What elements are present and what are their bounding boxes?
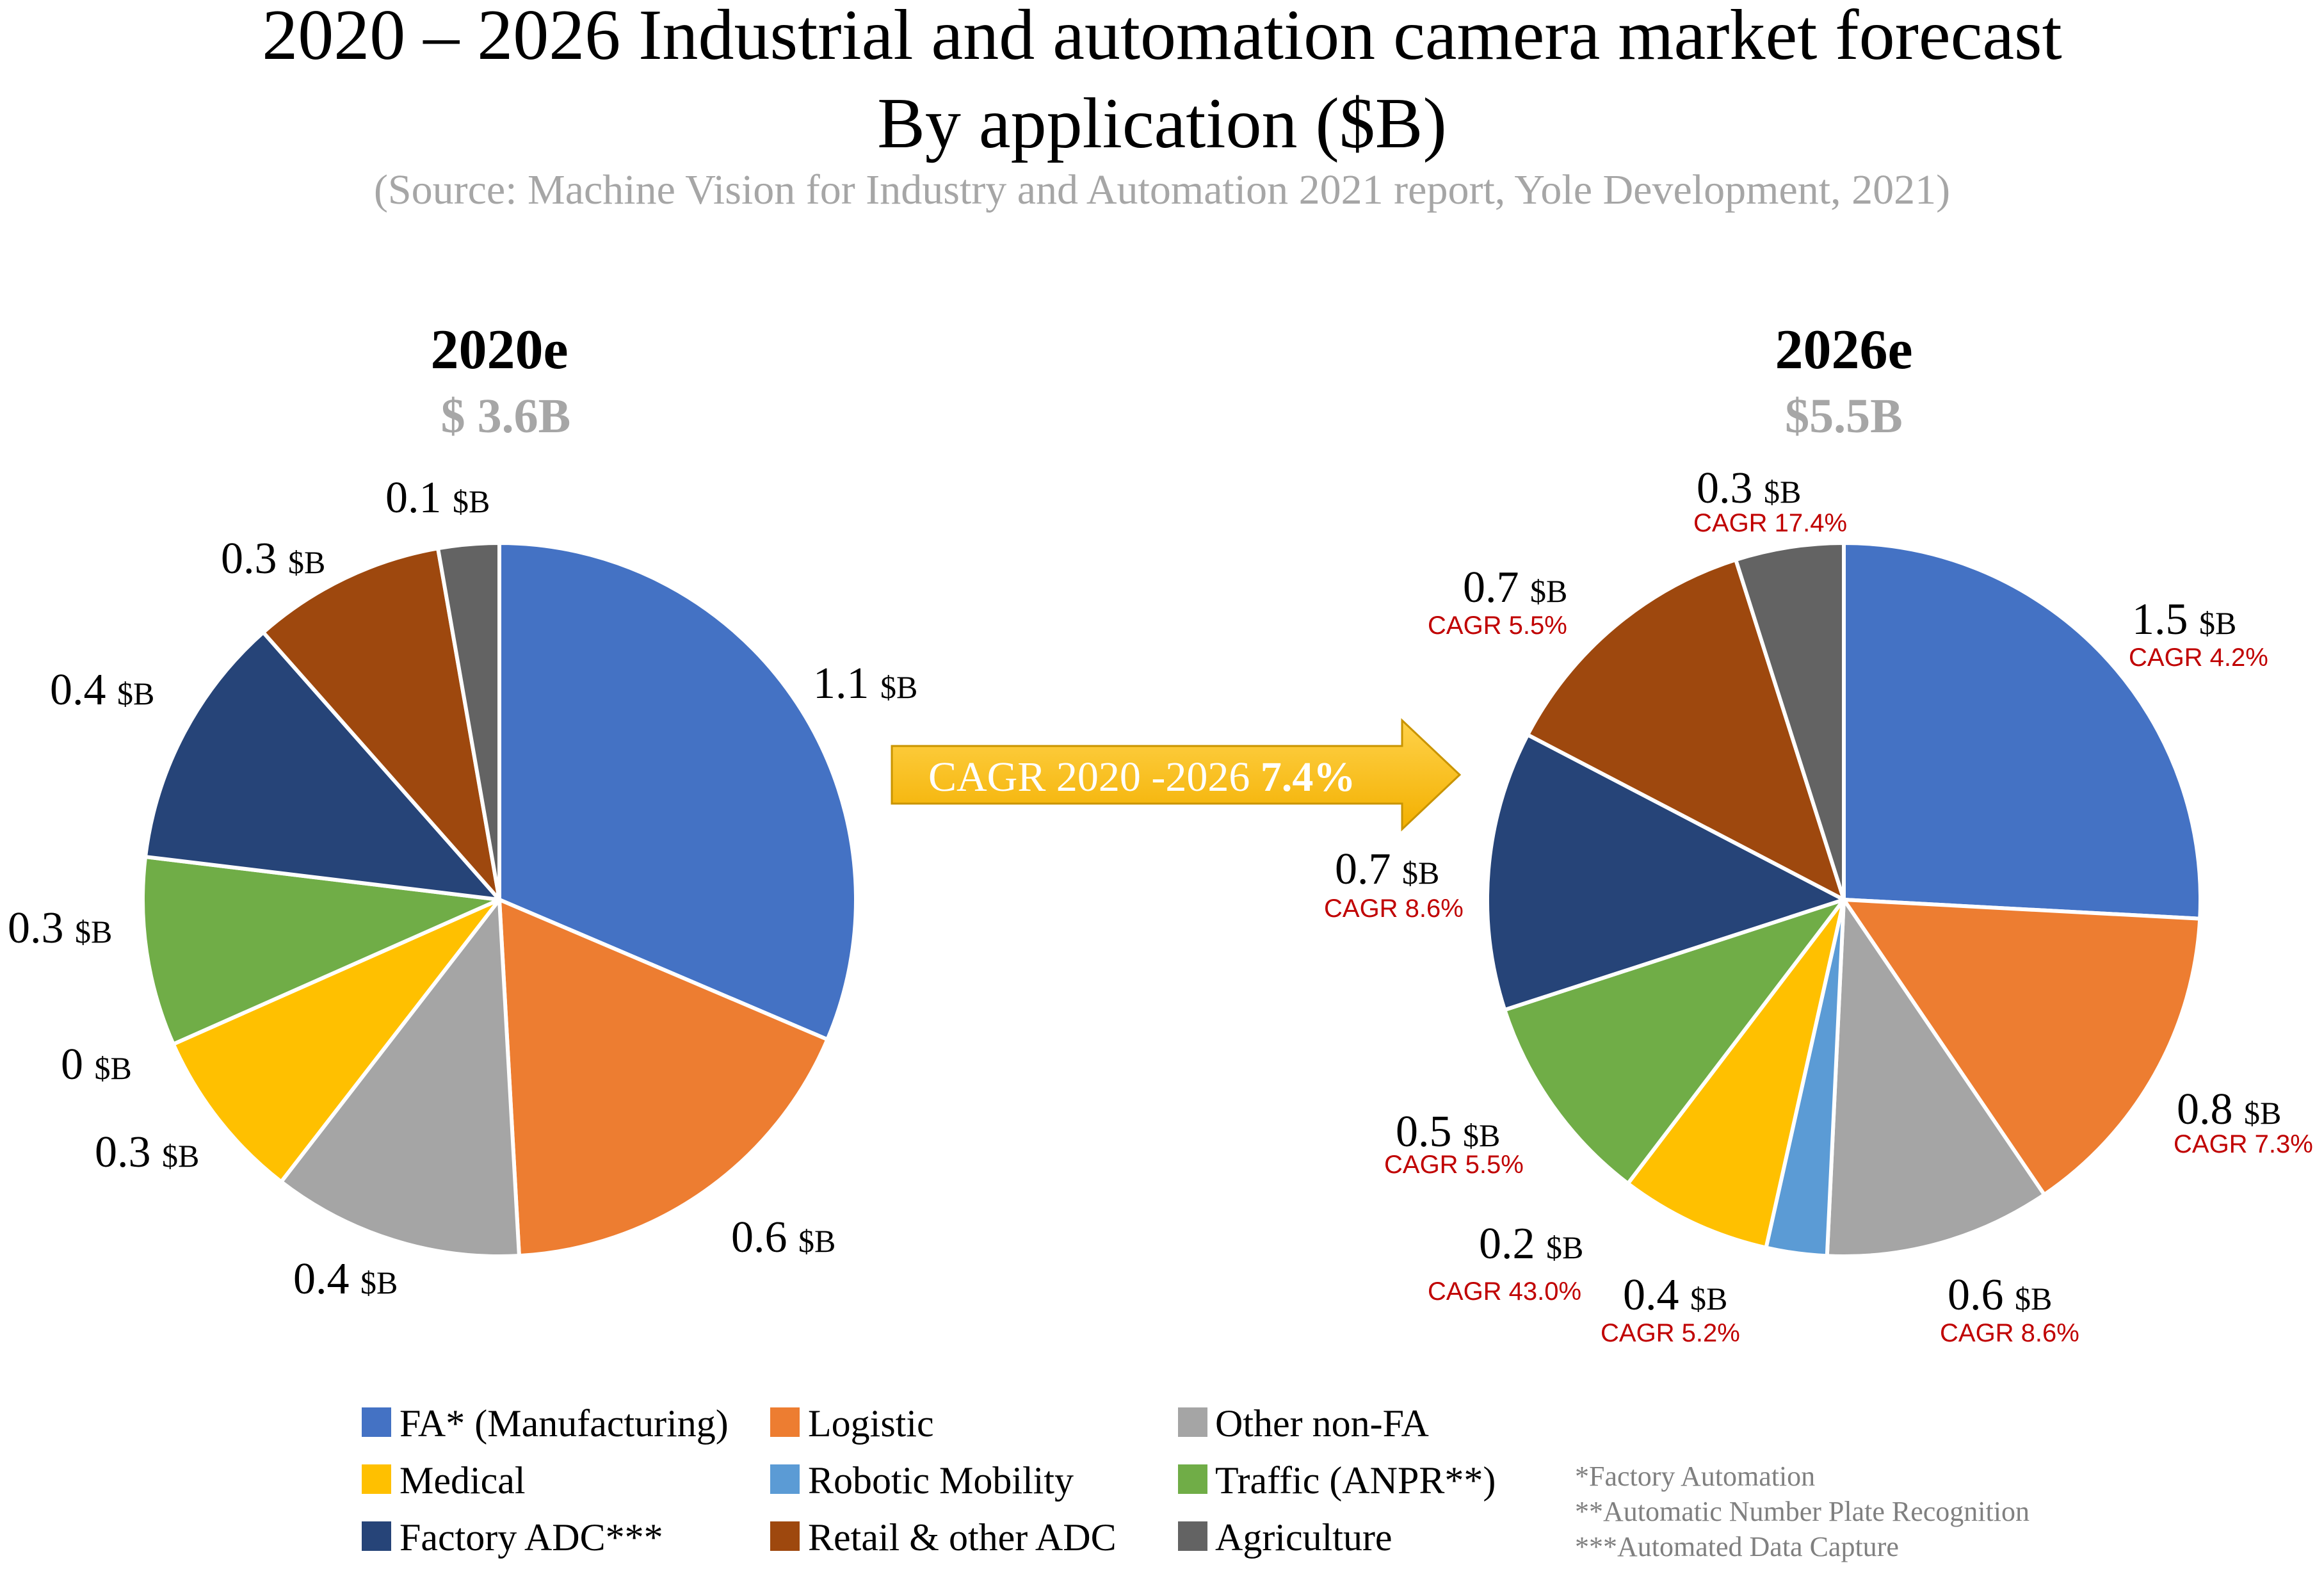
pie-slice-2026-other	[1825, 898, 2047, 1258]
data-label-2020-factory-adc: 0.4 $B	[50, 665, 154, 715]
legend: FA* (Manufacturing) Logistic Other non-F…	[362, 1402, 1496, 1559]
cagr-label-2026-other: CAGR 8.6%	[1940, 1319, 2079, 1347]
footnotes: *Factory Automation **Automatic Number P…	[1575, 1461, 2029, 1562]
pie-2026e-labels: 1.5 $B CAGR 4.2% 0.8 $B CAGR 7.3% 0.6 $B…	[1324, 464, 2313, 1347]
pie-2020-total: $ 3.6B	[441, 389, 571, 443]
pie-slice-2020-agriculture	[436, 541, 501, 902]
data-label-2026-medical: 0.4 $B	[1623, 1270, 1727, 1320]
chart-subtitle: By application ($B)	[877, 84, 1447, 163]
legend-swatch-agriculture	[1178, 1521, 1207, 1551]
cagr-label-2026-retail: CAGR 5.5%	[1428, 612, 1567, 640]
pie-2020e-labels: 1.1 $B 0.6 $B 0.4 $B 0.3 $B 0 $B 0.3 $B …	[8, 473, 917, 1304]
cagr-label-2026-traffic: CAGR 5.5%	[1384, 1151, 1524, 1179]
pie-slice-2020-factory-adc	[143, 630, 501, 902]
legend-swatch-traffic	[1178, 1464, 1207, 1494]
legend-label-medical: Medical	[399, 1459, 526, 1502]
legend-label-factory-adc: Factory ADC***	[399, 1516, 663, 1559]
legend-swatch-retail	[770, 1521, 800, 1551]
legend-label-robotic: Robotic Mobility	[808, 1459, 1074, 1502]
data-label-2026-logistic: 0.8 $B	[2177, 1085, 2281, 1134]
cagr-label-2026-agriculture: CAGR 17.4%	[1693, 509, 1847, 537]
pie-slice-2026-logistic	[1842, 898, 2202, 1197]
cagr-arrow: CAGR 2020 -2026 7.4%	[891, 718, 1462, 832]
cagr-label-2026-robotic: CAGR 43.0%	[1428, 1277, 1581, 1306]
data-label-2020-other: 0.4 $B	[293, 1254, 398, 1304]
data-label-2020-retail: 0.3 $B	[221, 534, 325, 583]
pie-2026-year: 2026e	[1775, 319, 1912, 381]
pie-2020-year: 2020e	[430, 319, 568, 381]
legend-label-other: Other non-FA	[1215, 1402, 1429, 1445]
cagr-label-2026-logistic: CAGR 7.3%	[2174, 1130, 2313, 1158]
pie-slice-2026-medical	[1626, 898, 1846, 1250]
cagr-arrow-shape	[891, 718, 1462, 832]
pie-slice-2026-fa	[1842, 541, 2202, 921]
data-label-2020-logistic: 0.6 $B	[731, 1213, 835, 1262]
pie-2026-total: $5.5B	[1785, 389, 1903, 443]
pie-slice-2020-fa	[497, 541, 858, 1042]
legend-label-logistic: Logistic	[808, 1402, 934, 1445]
chart-source: (Source: Machine Vision for Industry and…	[374, 166, 1950, 213]
data-label-2026-retail: 0.7 $B	[1463, 563, 1567, 612]
cagr-arrow-label: CAGR 2020 -2026 7.4%	[928, 754, 1355, 800]
pie-slice-2026-factory-adc	[1485, 733, 1846, 1012]
pie-slice-2020-other	[279, 898, 521, 1258]
data-label-2026-fa: 1.5 $B	[2132, 595, 2236, 644]
pie-2026e	[1485, 541, 2202, 1258]
chart-title: 2020 – 2026 Industrial and automation ca…	[262, 0, 2062, 75]
legend-swatch-fa	[362, 1407, 391, 1437]
legend-swatch-robotic	[770, 1464, 800, 1494]
data-label-2026-traffic: 0.5 $B	[1396, 1107, 1500, 1156]
legend-label-retail: Retail & other ADC	[808, 1516, 1117, 1559]
data-label-2026-factory-adc: 0.7 $B	[1335, 845, 1439, 894]
pie-slice-2020-logistic	[497, 898, 830, 1258]
data-label-2026-robotic: 0.2 $B	[1479, 1219, 1583, 1268]
legend-swatch-medical	[362, 1464, 391, 1494]
pie-slice-2020-retail	[261, 546, 501, 902]
pie-slice-2026-agriculture	[1734, 541, 1846, 902]
pie-slice-2020-traffic	[141, 855, 501, 1046]
legend-swatch-factory-adc	[362, 1521, 391, 1551]
cagr-label-2026-medical: CAGR 5.2%	[1601, 1319, 1740, 1347]
pie-slice-2026-traffic	[1503, 898, 1846, 1186]
pie-slice-2020-medical	[171, 898, 501, 1184]
cagr-label-2026-factory-adc: CAGR 8.6%	[1324, 895, 1464, 923]
data-label-2020-agriculture: 0.1 $B	[385, 473, 490, 523]
footnote-adc: ***Automated Data Capture	[1575, 1531, 1899, 1562]
data-label-2026-other: 0.6 $B	[1948, 1270, 2052, 1320]
legend-label-fa: FA* (Manufacturing)	[399, 1402, 729, 1445]
legend-label-traffic: Traffic (ANPR**)	[1215, 1459, 1496, 1502]
pie-2020e	[141, 541, 858, 1258]
pie-slice-2026-retail	[1526, 558, 1846, 902]
footnote-anpr: **Automatic Number Plate Recognition	[1575, 1496, 2029, 1527]
legend-label-agriculture: Agriculture	[1215, 1516, 1392, 1559]
data-label-2020-fa: 1.1 $B	[813, 659, 917, 708]
data-label-2020-robotic: 0 $B	[61, 1040, 132, 1089]
legend-swatch-logistic	[770, 1407, 800, 1437]
cagr-label-2026-fa: CAGR 4.2%	[2129, 644, 2268, 672]
legend-swatch-other	[1178, 1407, 1207, 1437]
footnote-fa: *Factory Automation	[1575, 1461, 1815, 1492]
data-label-2020-traffic: 0.3 $B	[8, 903, 112, 953]
data-label-2020-medical: 0.3 $B	[95, 1128, 199, 1177]
data-label-2026-agriculture: 0.3 $B	[1697, 464, 1801, 513]
